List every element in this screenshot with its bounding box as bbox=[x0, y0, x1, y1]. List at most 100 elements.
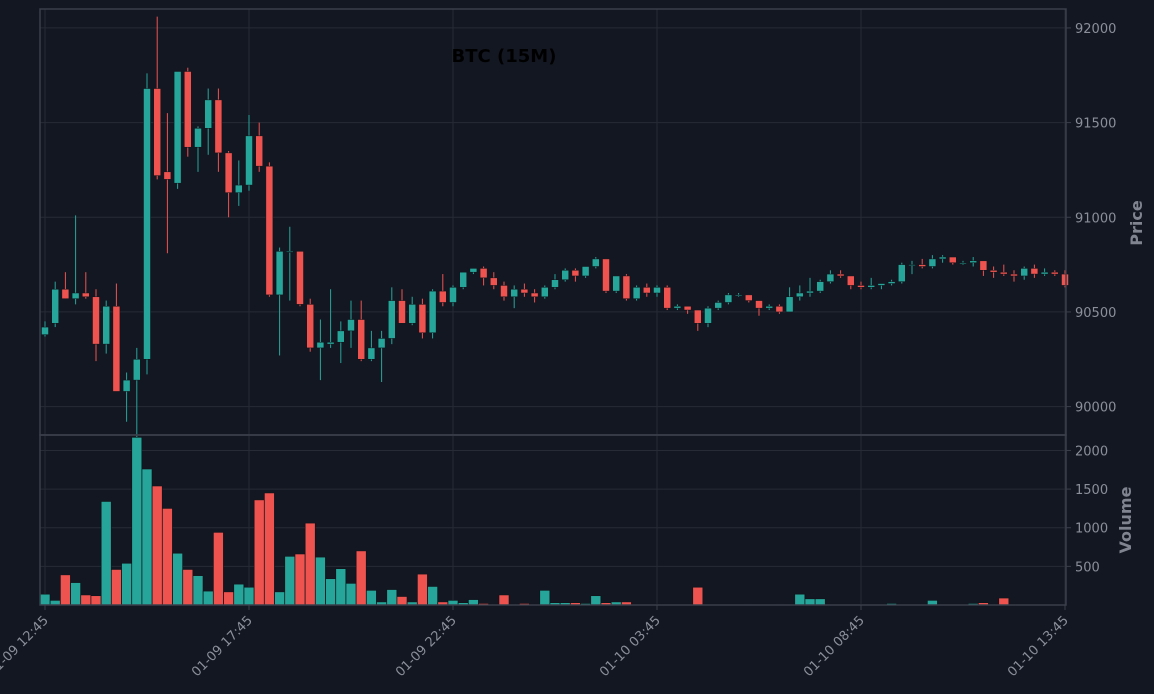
candle-body bbox=[877, 283, 886, 286]
candle-body bbox=[928, 258, 937, 267]
candle-body bbox=[724, 294, 733, 303]
candle-body bbox=[306, 304, 314, 349]
candle-body bbox=[989, 270, 998, 273]
volume-bar bbox=[804, 598, 816, 606]
x-tick-label: 01-09 17:45 bbox=[189, 613, 256, 680]
candle-body bbox=[275, 251, 284, 296]
candle-body bbox=[1051, 271, 1059, 275]
volume-bar bbox=[284, 556, 296, 606]
x-tick-label: 01-10 13:45 bbox=[1005, 613, 1072, 680]
candle-body bbox=[1010, 273, 1018, 277]
candle-body bbox=[112, 306, 121, 392]
candle-body bbox=[714, 302, 722, 309]
candle-body bbox=[602, 258, 610, 292]
candle-body bbox=[694, 309, 702, 324]
volume-tick-label: 1500 bbox=[1075, 483, 1108, 498]
candle-body bbox=[520, 288, 529, 294]
candle-body bbox=[61, 288, 70, 299]
volume-bar bbox=[141, 468, 153, 606]
candle-body bbox=[418, 304, 427, 334]
volume-bar bbox=[90, 595, 102, 606]
candle-body bbox=[71, 292, 80, 299]
price-tick-label: 91500 bbox=[1075, 117, 1116, 132]
candle-body bbox=[826, 273, 835, 282]
candle-body bbox=[316, 341, 325, 349]
candle-body bbox=[979, 260, 988, 271]
candle-body bbox=[163, 171, 172, 180]
candle-body bbox=[969, 260, 977, 263]
volume-bar bbox=[345, 583, 357, 606]
candle-body bbox=[663, 287, 671, 309]
volume-bar bbox=[264, 492, 275, 606]
candle-body bbox=[235, 184, 243, 193]
volume-bar bbox=[253, 499, 265, 606]
candle-body bbox=[469, 268, 478, 273]
candle-body bbox=[143, 88, 151, 360]
volume-bar bbox=[202, 590, 214, 606]
volume-bar bbox=[325, 578, 336, 606]
candle-body bbox=[765, 306, 773, 309]
candle-body bbox=[326, 341, 335, 345]
candle-body bbox=[816, 281, 824, 292]
candle-body bbox=[755, 300, 763, 309]
volume-bar bbox=[590, 595, 602, 606]
candle-body bbox=[194, 128, 202, 148]
candle-body bbox=[959, 262, 967, 264]
price-panel-border bbox=[39, 8, 1067, 436]
candle-body bbox=[500, 285, 508, 298]
price-tick-label: 90500 bbox=[1075, 306, 1116, 321]
volume-bar bbox=[294, 553, 306, 606]
candle-body bbox=[581, 266, 590, 277]
candle-body bbox=[408, 304, 416, 324]
candle-body bbox=[51, 288, 59, 324]
volume-bar bbox=[366, 590, 377, 606]
candle-body bbox=[867, 285, 875, 288]
volume-bar bbox=[233, 583, 245, 606]
volume-bar bbox=[223, 591, 234, 606]
volume-bar bbox=[172, 552, 183, 606]
price-tick-label: 90000 bbox=[1075, 401, 1116, 416]
candle-body bbox=[82, 292, 90, 298]
candle-body bbox=[551, 279, 559, 288]
candle-body bbox=[337, 330, 345, 343]
candle-body bbox=[653, 287, 661, 294]
volume-bar bbox=[498, 594, 510, 606]
candle-body bbox=[796, 292, 804, 298]
candle-body bbox=[490, 277, 498, 286]
volume-bar bbox=[39, 593, 51, 606]
candle-body bbox=[857, 285, 865, 288]
volume-bar bbox=[814, 598, 826, 606]
volume-bar bbox=[998, 597, 1010, 606]
candle-body bbox=[41, 326, 49, 335]
volume-bar bbox=[213, 532, 224, 606]
candle-body bbox=[153, 88, 161, 176]
candle-body bbox=[887, 281, 896, 284]
volume-bar bbox=[355, 550, 367, 606]
candle-body bbox=[592, 258, 600, 267]
candle-body bbox=[643, 287, 651, 294]
candle-body bbox=[510, 288, 518, 298]
candle-body bbox=[949, 256, 957, 263]
candle-body bbox=[449, 287, 457, 303]
price-tick-label: 92000 bbox=[1075, 22, 1116, 37]
volume-panel-border bbox=[39, 434, 1067, 606]
x-tick-label: 01-10 08:45 bbox=[801, 613, 868, 680]
volume-bar bbox=[386, 589, 398, 606]
volume-bar bbox=[315, 556, 326, 606]
candle-body bbox=[806, 290, 814, 294]
volume-bar bbox=[151, 485, 163, 606]
candle-body bbox=[785, 296, 794, 313]
candle-body bbox=[388, 300, 396, 339]
volume-bar bbox=[692, 586, 704, 606]
volume-bar bbox=[121, 562, 132, 606]
volume-bar bbox=[794, 593, 806, 606]
candle-body bbox=[704, 307, 712, 324]
candle-body bbox=[683, 306, 692, 311]
volume-bar bbox=[192, 575, 204, 606]
volume-bar bbox=[539, 590, 551, 606]
candle-body bbox=[908, 264, 916, 266]
candle-body bbox=[357, 319, 365, 360]
candle-body bbox=[847, 275, 855, 286]
candle-body bbox=[133, 359, 141, 381]
volume-tick-label: 2000 bbox=[1075, 444, 1108, 459]
